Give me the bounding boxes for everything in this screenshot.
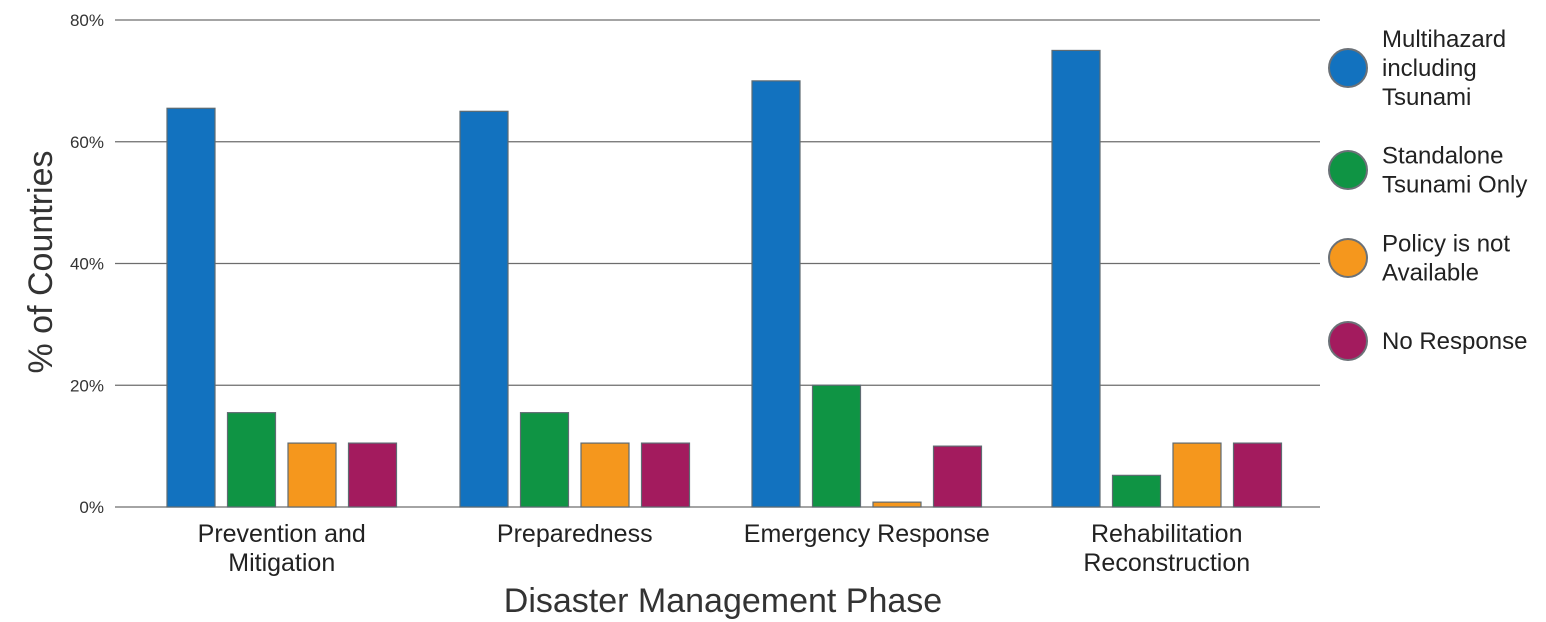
bar — [811, 384, 862, 508]
bar — [287, 442, 337, 508]
legend-label: Policy is not — [1382, 231, 1510, 258]
x-category-label: Emergency Response — [744, 520, 990, 548]
legend-swatch — [1328, 321, 1368, 361]
y-tick-label: 0% — [79, 498, 104, 517]
legend-swatch — [1328, 48, 1368, 88]
y-tick-label: 20% — [70, 376, 104, 395]
y-tick-label: 40% — [70, 255, 104, 274]
x-category-label: Prevention and — [198, 520, 366, 548]
bar — [1051, 49, 1101, 508]
legend-label: Tsunami — [1382, 84, 1471, 111]
bar — [347, 442, 398, 508]
bar — [459, 110, 509, 508]
bar — [640, 442, 691, 508]
bar — [1111, 474, 1162, 508]
bar — [580, 442, 630, 508]
bar — [932, 445, 983, 508]
x-category-label: Rehabilitation — [1091, 520, 1243, 548]
bar — [1172, 442, 1222, 508]
bar — [519, 412, 570, 508]
x-category-label: Preparedness — [497, 520, 653, 548]
legend-swatch — [1328, 238, 1368, 278]
y-tick-label: 80% — [70, 11, 104, 30]
legend-label: Tsunami Only — [1382, 172, 1527, 199]
bar — [226, 412, 277, 508]
gridlines — [115, 19, 1320, 508]
legend-swatch — [1328, 150, 1368, 190]
x-category-label: Reconstruction — [1083, 549, 1250, 577]
legend-label: Standalone — [1382, 143, 1503, 170]
x-category-label: Mitigation — [228, 549, 335, 577]
y-axis-ticks: 0% 20% 40% 60% 80% — [70, 11, 104, 517]
y-tick-label: 60% — [70, 133, 104, 152]
bar — [751, 80, 801, 508]
bars — [166, 49, 1283, 508]
y-axis-title: % of Countries — [22, 151, 60, 374]
bar — [1232, 442, 1283, 508]
legend-label: Multihazard — [1382, 26, 1506, 53]
bar — [872, 501, 922, 508]
legend-label: including — [1382, 55, 1477, 82]
legend-label: Available — [1382, 260, 1479, 287]
legend-label: No Response — [1382, 328, 1527, 355]
bar — [166, 107, 216, 508]
x-axis-title: Disaster Management Phase — [504, 582, 942, 620]
